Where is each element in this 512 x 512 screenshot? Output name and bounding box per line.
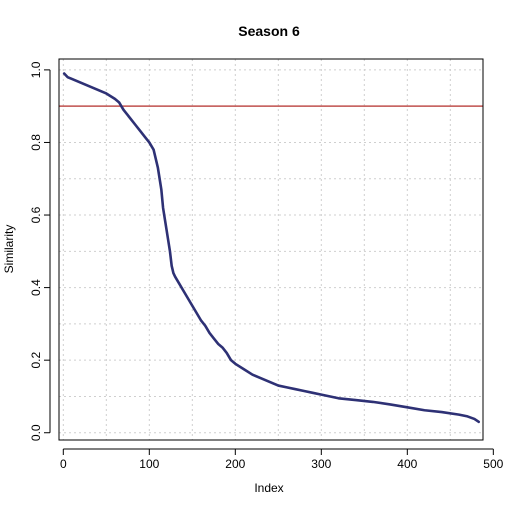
y-axis: 0.0 0.2 0.4 0.6 0.8 1.0: [29, 61, 51, 441]
y-tick-label: 0.2: [29, 352, 43, 369]
series-layer: [62, 72, 481, 424]
x-tick-label: 400: [397, 457, 417, 471]
x-tick-label: 500: [483, 457, 503, 471]
plot-border: [58, 58, 484, 441]
x-tick-label: 200: [225, 457, 245, 471]
y-tick-label: 0.6: [29, 206, 43, 223]
x-tick-label: 300: [311, 457, 331, 471]
x-axis-label: Index: [254, 481, 283, 495]
x-tick-label: 100: [139, 457, 159, 471]
y-tick-label: 0.4: [29, 279, 43, 296]
y-tick-label: 0.8: [29, 134, 43, 151]
x-axis: 0 100 200 300 400 500: [60, 448, 504, 471]
x-tick-label: 0: [60, 457, 67, 471]
series-line: [62, 72, 481, 424]
chart-title: Season 6: [238, 23, 300, 39]
y-tick-label: 0.0: [29, 424, 43, 441]
y-tick-label: 1.0: [29, 61, 43, 78]
y-axis-label: Similarity: [2, 225, 16, 274]
